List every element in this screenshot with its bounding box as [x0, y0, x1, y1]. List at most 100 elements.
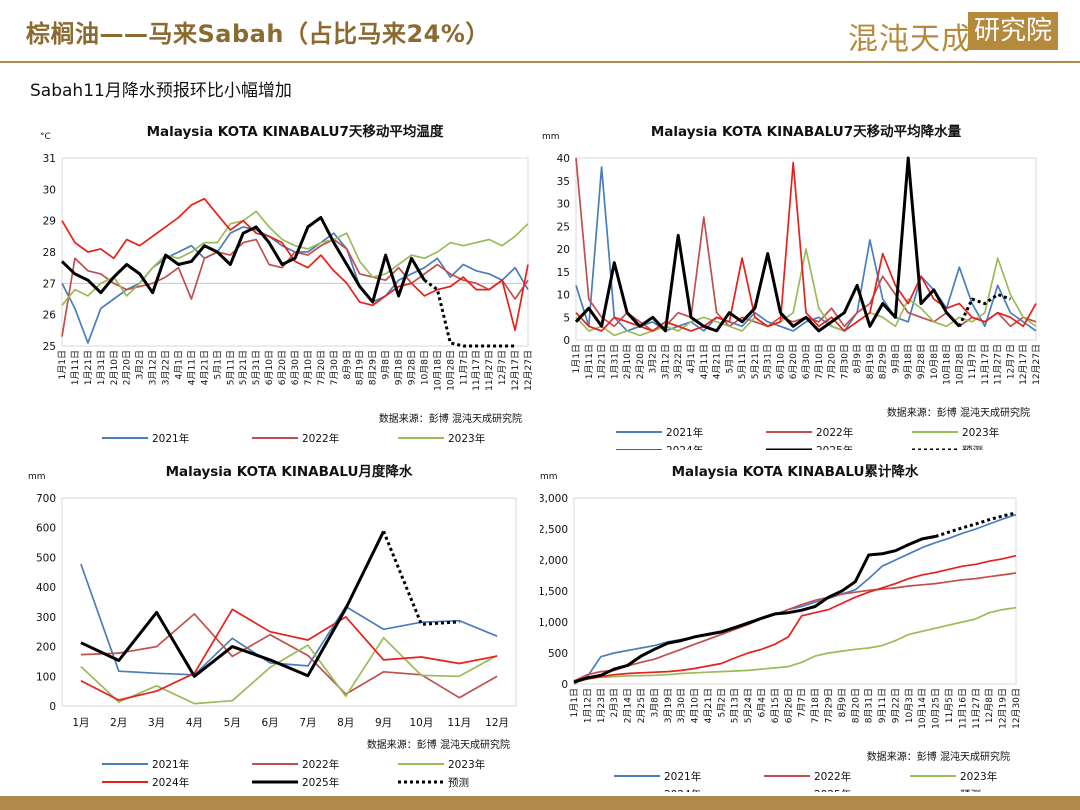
- x-tick-label: 10月28日: [445, 350, 456, 391]
- y-tick-label: 31: [43, 153, 56, 165]
- footer-bar: [0, 796, 1080, 810]
- y-tick-label: 5: [563, 312, 570, 324]
- x-tick-label: 11月7日: [967, 344, 978, 379]
- y-tick-label: 25: [43, 341, 56, 353]
- x-tick-label: 11月17日: [980, 344, 991, 385]
- temperature-chart: Malaysia KOTA KINABALU7天移动平均温度 °C 25 26 27 28…: [40, 123, 534, 445]
- chart-title: Malaysia KOTA KINABALU月度降水: [166, 463, 413, 480]
- y-tick-label: 10: [557, 290, 570, 302]
- x-tick-label: 11月27日: [971, 688, 982, 729]
- x-tick-label: 2月3日: [609, 688, 620, 717]
- x-tick-label: 4月11日: [186, 350, 197, 385]
- x-tick-label: 4月: [186, 717, 203, 729]
- x-tick-label: 3月22日: [673, 344, 684, 379]
- series-line-2025: [573, 534, 936, 684]
- source-note: 数据来源：彭博 混沌天成研究院: [367, 738, 510, 751]
- y-tick-label: 0: [563, 335, 570, 347]
- x-tick-label: 12月30日: [1011, 688, 1022, 729]
- plot-frame: [575, 157, 1037, 341]
- x-tick-label: 8月: [337, 717, 354, 729]
- x-tick-label: 7月20日: [827, 344, 838, 379]
- x-tick-label: 8月29日: [368, 350, 379, 385]
- x-tick-label: 1月1日: [569, 688, 580, 717]
- y-tick-label: 30: [43, 184, 56, 196]
- logo-box: 研究院: [968, 12, 1058, 50]
- series-line-2021: [573, 513, 1017, 685]
- x-tick-label: 11月5日: [944, 688, 955, 723]
- x-tick-label: 6月4日: [757, 688, 768, 717]
- unit-label: °C: [40, 132, 51, 142]
- source-note: 数据来源：彭博 混沌天成研究院: [887, 406, 1030, 419]
- x-tick-label: 10月3日: [904, 688, 915, 723]
- x-tick-label: 5月31日: [763, 344, 774, 379]
- x-tick-label: 4月1日: [174, 350, 185, 379]
- series-line-2021: [575, 166, 1037, 332]
- legend-label: 2022年: [302, 758, 339, 771]
- x-tick-label: 4月10日: [690, 688, 701, 723]
- x-tick-label: 12月7日: [1005, 344, 1016, 379]
- series-line-2025: [574, 156, 961, 333]
- series-line-forecast: [423, 278, 516, 348]
- y-tick-label: 2,000: [540, 555, 568, 567]
- y-tick-label: 600: [36, 523, 56, 535]
- x-tick-label: 2月10日: [109, 350, 120, 385]
- monthly-precipitation-chart: Malaysia KOTA KINABALU月度降水 mm 0 100 200 300 40…: [28, 463, 517, 789]
- x-tick-label: 10月8日: [929, 344, 940, 379]
- x-tick-label: 3月30日: [676, 688, 687, 723]
- x-tick-label: 11月27日: [484, 350, 495, 391]
- x-tick-label: 1月: [72, 717, 89, 729]
- header-divider: [0, 61, 1080, 63]
- y-tick-label: 0: [561, 679, 568, 691]
- x-tick-label: 7月10日: [303, 350, 314, 385]
- x-tick-label: 1月1日: [57, 350, 68, 379]
- x-tick-label: 6月30日: [290, 350, 301, 385]
- series-line-2024: [575, 161, 1037, 332]
- legend-label: 预测: [962, 444, 983, 450]
- x-tick-label: 9月8日: [381, 350, 392, 379]
- x-tick-label: 8月19日: [865, 344, 876, 379]
- y-tick-label: 29: [43, 216, 56, 228]
- x-tick-label: 4月21日: [703, 688, 714, 723]
- x-tick-label: 9月8日: [890, 344, 901, 373]
- y-tick-label: 30: [557, 199, 570, 211]
- legend-label: 2021年: [152, 432, 189, 445]
- x-tick-label: 6月10日: [264, 350, 275, 385]
- chart-title: Malaysia KOTA KINABALU累计降水: [672, 463, 919, 480]
- y-tick-label: 500: [36, 552, 56, 564]
- y-tick-label: 26: [43, 310, 57, 322]
- x-tick-label: 8月29日: [878, 344, 889, 379]
- x-tick-label: 4月21日: [199, 350, 210, 385]
- x-tick-label: 12月: [485, 717, 509, 729]
- x-tick-label: 4月1日: [686, 344, 697, 373]
- x-tick-label: 6月26日: [783, 688, 794, 723]
- x-tick-label: 3月2日: [648, 344, 659, 373]
- plot-frame: [61, 157, 529, 347]
- legend-label: 预测: [960, 788, 981, 792]
- x-tick-label: 5月21日: [750, 344, 761, 379]
- legend-label: 2023年: [448, 758, 485, 771]
- x-tick-label: 7月10日: [814, 344, 825, 379]
- x-tick-label: 9月: [375, 717, 392, 729]
- y-tick-label: 500: [548, 648, 568, 660]
- header: 棕榈油——马来Sabah（占比马来24%） 混沌天成 研究院: [0, 0, 1080, 63]
- precipitation-7day-chart: Malaysia KOTA KINABALU7天移动平均降水量 mm 0 5 10 15 2…: [542, 123, 1042, 450]
- x-tick-label: 3月12日: [148, 350, 159, 385]
- x-tick-label: 5月11日: [737, 344, 748, 379]
- x-tick-label: 1月23日: [596, 688, 607, 723]
- legend-label: 2021年: [664, 770, 701, 783]
- plot-frame: [61, 497, 517, 707]
- x-tick-label: 11月27日: [993, 344, 1004, 385]
- x-tick-label: 8月9日: [852, 344, 863, 373]
- unit-label: mm: [540, 472, 558, 482]
- x-tick-label: 9月28日: [916, 344, 927, 379]
- x-tick-label: 1月21日: [83, 350, 94, 385]
- x-tick-label: 10月28日: [954, 344, 965, 385]
- x-tick-label: 10月18日: [432, 350, 443, 391]
- legend-label: 2024年: [664, 788, 701, 792]
- x-tick-label: 3月2日: [135, 350, 146, 379]
- x-tick-label: 6月: [261, 717, 278, 729]
- x-tick-label: 7月30日: [839, 344, 850, 379]
- x-tick-label: 7月7日: [797, 688, 808, 717]
- x-tick-label: 1月31日: [609, 344, 620, 379]
- x-tick-label: 1月12日: [582, 688, 593, 723]
